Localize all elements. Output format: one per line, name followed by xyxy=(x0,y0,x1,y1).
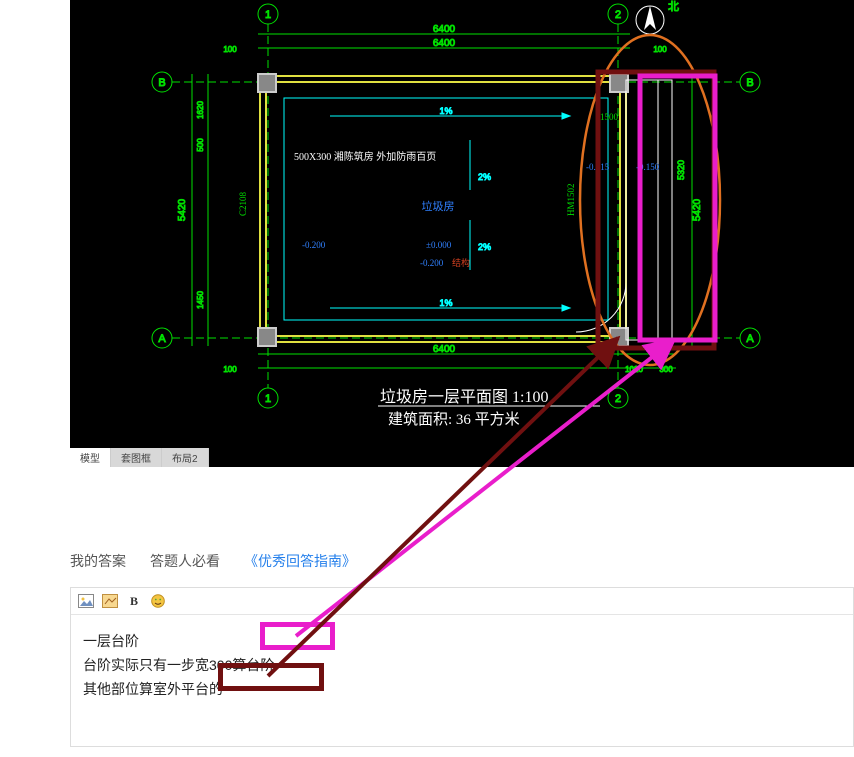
content-line: 其他部位算室外平台的 xyxy=(83,677,841,701)
svg-text:1450: 1450 xyxy=(196,291,205,309)
svg-text:100: 100 xyxy=(223,365,237,374)
svg-text:垃圾房一层平面图 1:100: 垃圾房一层平面图 1:100 xyxy=(380,388,548,406)
svg-text:500X300 湘陈筑房 外加防雨百页: 500X300 湘陈筑房 外加防雨百页 xyxy=(294,150,436,163)
svg-text:1%: 1% xyxy=(439,298,452,308)
answer-section: 我的答案 答题人必看 《优秀回答指南》 B 一层台阶 台阶实际只有一步宽300算… xyxy=(70,547,854,747)
tab-my-answer[interactable]: 我的答案 xyxy=(70,551,126,571)
answer-tabs: 我的答案 答题人必看 《优秀回答指南》 xyxy=(70,547,854,575)
svg-text:2: 2 xyxy=(615,9,621,21)
svg-text:-0.200: -0.200 xyxy=(420,258,444,268)
svg-text:5420: 5420 xyxy=(177,198,188,221)
tab-must-read[interactable]: 答题人必看 xyxy=(150,551,220,571)
editor-box: B 一层台阶 台阶实际只有一步宽300算台阶 其他部位算室外平台的 xyxy=(70,587,854,747)
svg-text:2: 2 xyxy=(615,393,621,405)
svg-text:300: 300 xyxy=(659,365,673,374)
bold-button[interactable]: B xyxy=(125,592,143,610)
cad-viewport: 1 2 1 2 B A B A 6400 100 xyxy=(70,0,854,467)
svg-text:6400: 6400 xyxy=(433,344,456,355)
image2-icon[interactable] xyxy=(101,592,119,610)
content-line: 台阶实际只有一步宽300算台阶 xyxy=(83,653,841,677)
svg-text:5320: 5320 xyxy=(676,160,686,180)
svg-text:A: A xyxy=(158,333,166,345)
svg-text:1620: 1620 xyxy=(196,101,205,119)
svg-text:2%: 2% xyxy=(478,172,491,182)
svg-text:2%: 2% xyxy=(478,242,491,252)
content-line: 一层台阶 xyxy=(83,629,841,653)
svg-text:1%: 1% xyxy=(439,106,452,116)
tab-frame[interactable]: 套图框 xyxy=(111,448,162,467)
image-icon[interactable] xyxy=(77,592,95,610)
tab-layout2[interactable]: 布局2 xyxy=(162,448,209,467)
guide-link[interactable]: 《优秀回答指南》 xyxy=(244,551,356,571)
editor-toolbar: B xyxy=(71,588,853,615)
svg-text:A: A xyxy=(746,333,754,345)
svg-text:100: 100 xyxy=(653,45,667,54)
svg-text:6400: 6400 xyxy=(433,24,456,35)
svg-text:1020: 1020 xyxy=(625,365,643,374)
svg-text:1500: 1500 xyxy=(600,112,619,122)
tab-model[interactable]: 模型 xyxy=(70,448,111,467)
svg-text:HM1502: HM1502 xyxy=(566,183,576,216)
svg-text:B: B xyxy=(746,77,753,89)
svg-text:结构: 结构 xyxy=(452,257,470,268)
svg-text:垃圾房: 垃圾房 xyxy=(422,199,455,213)
svg-text:5420: 5420 xyxy=(692,198,703,221)
svg-text:100: 100 xyxy=(223,45,237,54)
cad-tabs: 模型 套图框 布局2 xyxy=(70,448,209,467)
svg-text:建筑面积: 36 平方米: 建筑面积: 36 平方米 xyxy=(388,411,520,428)
cad-drawing: 1 2 1 2 B A B A 6400 100 xyxy=(70,0,854,467)
svg-text:C2108: C2108 xyxy=(238,191,248,216)
svg-text:B: B xyxy=(158,77,165,89)
emoji-icon[interactable] xyxy=(149,592,167,610)
svg-text:北: 北 xyxy=(668,0,679,13)
svg-text:500: 500 xyxy=(196,138,205,152)
svg-text:-0.200: -0.200 xyxy=(302,240,326,250)
svg-text:±0.000: ±0.000 xyxy=(426,240,452,250)
svg-text:1: 1 xyxy=(265,9,271,21)
editor-content[interactable]: 一层台阶 台阶实际只有一步宽300算台阶 其他部位算室外平台的 xyxy=(71,615,853,715)
svg-text:1: 1 xyxy=(265,393,271,405)
page-root: 1 2 1 2 B A B A 6400 100 xyxy=(70,0,854,747)
svg-text:6400: 6400 xyxy=(433,38,456,49)
